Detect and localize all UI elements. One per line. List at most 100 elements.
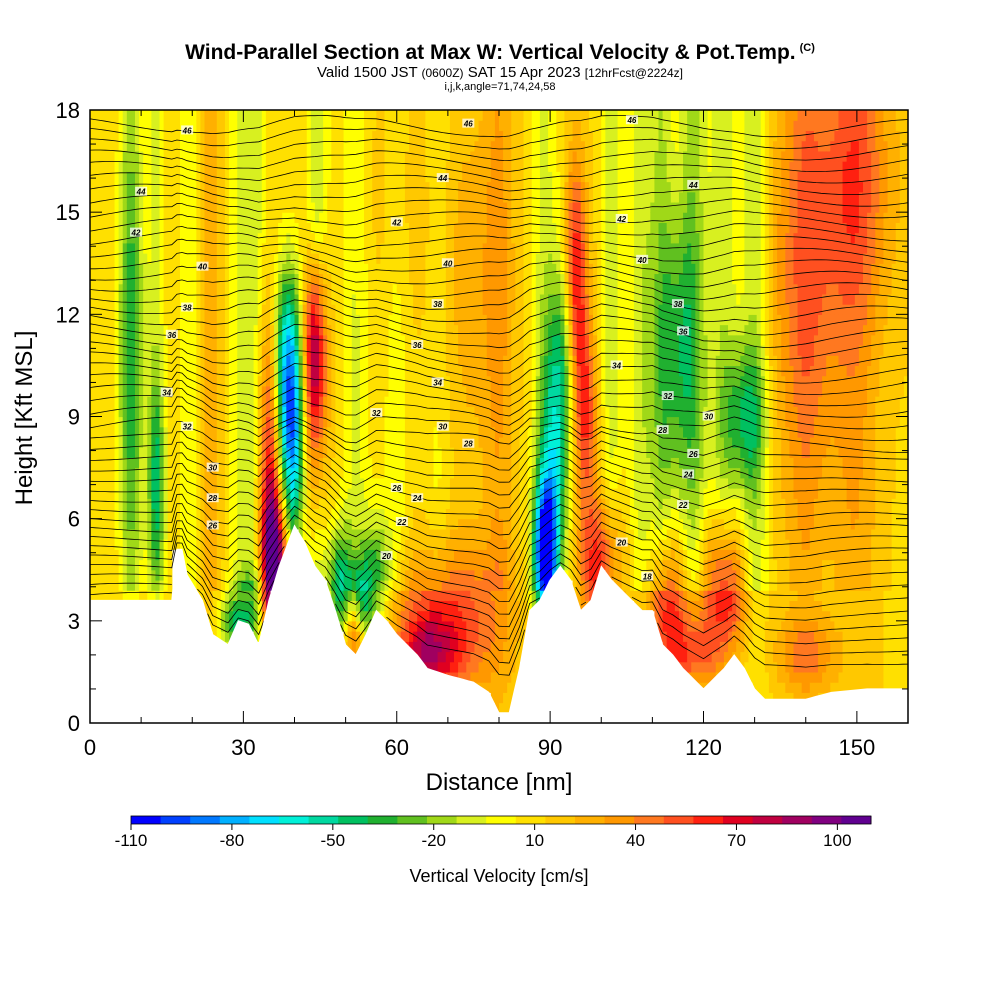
velocity-cell — [102, 498, 107, 510]
velocity-cell — [347, 375, 353, 387]
velocity-cell — [294, 314, 300, 326]
velocity-cell — [486, 161, 492, 172]
velocity-cell — [417, 263, 422, 275]
velocity-cell — [278, 334, 283, 346]
velocity-cell — [171, 232, 177, 244]
velocity-cell — [331, 559, 336, 571]
velocity-cell — [134, 242, 140, 254]
velocity-cell — [319, 283, 324, 295]
velocity-cell — [351, 324, 357, 336]
velocity-cell — [282, 110, 287, 121]
velocity-cell — [474, 600, 480, 612]
velocity-cell — [302, 304, 308, 315]
velocity-cell — [425, 344, 431, 356]
velocity-cell — [392, 150, 398, 162]
velocity-cell — [359, 191, 365, 203]
velocity-cell — [106, 130, 112, 142]
velocity-cell — [188, 222, 193, 234]
velocity-cell — [224, 253, 230, 264]
velocity-cell — [106, 334, 112, 346]
velocity-cell — [372, 273, 377, 285]
velocity-cell — [257, 508, 263, 520]
velocity-cell — [249, 253, 255, 264]
velocity-cell — [179, 161, 185, 172]
velocity-cell — [208, 426, 214, 438]
velocity-cell — [237, 365, 242, 377]
velocity-cell — [179, 191, 185, 203]
velocity-cell — [413, 579, 418, 591]
velocity-cell — [490, 651, 496, 663]
velocity-cell — [134, 406, 140, 418]
velocity-cell — [179, 171, 185, 183]
velocity-cell — [163, 498, 169, 510]
velocity-cell — [490, 549, 496, 561]
velocity-cell — [216, 467, 222, 479]
velocity-cell — [470, 661, 476, 673]
velocity-cell — [200, 406, 206, 418]
velocity-cell — [167, 396, 173, 407]
velocity-cell — [323, 344, 328, 356]
velocity-cell — [110, 293, 116, 305]
velocity-cell — [331, 181, 336, 193]
velocity-cell — [261, 610, 267, 622]
velocity-cell — [323, 314, 328, 326]
velocity-cell — [220, 324, 226, 336]
velocity-cell — [343, 344, 349, 356]
velocity-cell — [241, 457, 247, 469]
velocity-cell — [454, 620, 459, 632]
velocity-cell — [449, 365, 455, 377]
velocity-cell — [306, 488, 312, 499]
velocity-cell — [90, 253, 95, 264]
velocity-cell — [163, 110, 169, 121]
velocity-cell — [282, 140, 287, 152]
velocity-cell — [126, 242, 132, 254]
velocity-cell — [216, 590, 222, 601]
velocity-cell — [114, 334, 120, 346]
velocity-cell — [188, 161, 193, 172]
velocity-cell — [454, 201, 459, 213]
velocity-cell — [208, 283, 214, 295]
velocity-cell — [196, 324, 202, 336]
velocity-cell — [90, 467, 95, 479]
velocity-cell — [261, 416, 267, 428]
velocity-cell — [388, 579, 394, 591]
velocity-cell — [351, 171, 357, 183]
velocity-cell — [220, 467, 226, 479]
velocity-cell — [478, 549, 484, 561]
velocity-cell — [212, 253, 218, 264]
velocity-cell — [171, 120, 177, 132]
velocity-cell — [306, 171, 312, 183]
velocity-cell — [482, 416, 488, 428]
velocity-cell — [184, 283, 189, 295]
velocity-cell — [192, 334, 197, 346]
velocity-cell — [94, 181, 99, 193]
velocity-cell — [245, 406, 251, 418]
velocity-cell — [421, 140, 426, 152]
velocity-cell — [347, 201, 353, 213]
velocity-cell — [458, 150, 463, 162]
velocity-cell — [433, 273, 439, 285]
velocity-cell — [294, 488, 300, 499]
velocity-cell — [413, 396, 418, 407]
velocity-cell — [355, 396, 361, 407]
velocity-cell — [220, 385, 226, 397]
velocity-cell — [490, 283, 496, 295]
velocity-cell — [323, 477, 328, 489]
velocity-cell — [204, 110, 210, 121]
velocity-cell — [261, 212, 267, 223]
velocity-cell — [343, 528, 349, 540]
velocity-cell — [269, 110, 275, 121]
velocity-cell — [245, 253, 251, 264]
velocity-cell — [163, 120, 169, 132]
velocity-cell — [343, 304, 349, 315]
velocity-cell — [118, 283, 124, 295]
velocity-cell — [372, 539, 377, 550]
velocity-cell — [380, 477, 386, 489]
velocity-cell — [470, 222, 476, 234]
velocity-cell — [241, 304, 247, 315]
velocity-cell — [212, 314, 218, 326]
velocity-cell — [490, 365, 496, 377]
velocity-cell — [396, 498, 402, 510]
velocity-cell — [400, 508, 406, 520]
velocity-cell — [159, 477, 165, 489]
